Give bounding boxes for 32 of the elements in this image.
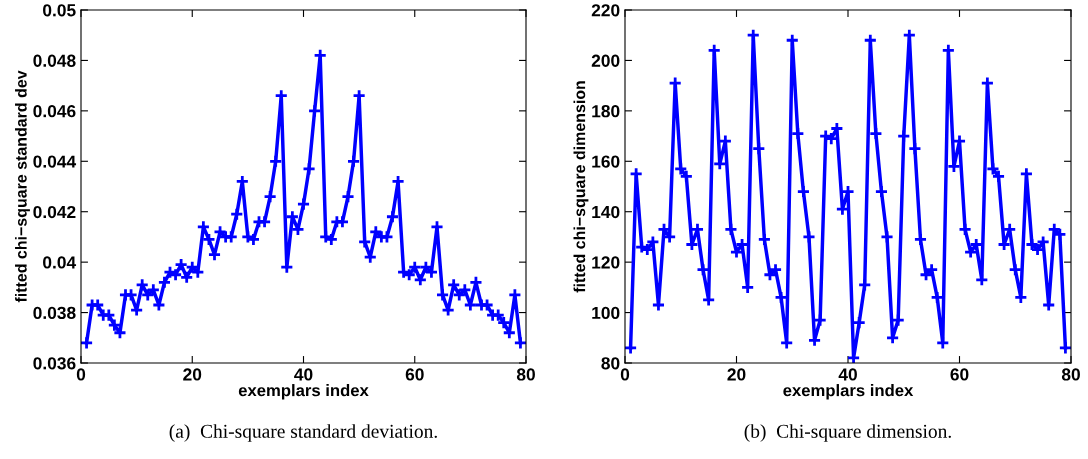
y-tick-label: 220 xyxy=(591,4,620,17)
y-tick-label: 0.044 xyxy=(33,155,77,168)
x-axis-title: exemplars index xyxy=(783,384,914,400)
x-tick-label: 20 xyxy=(727,368,746,381)
y-tick-label: 160 xyxy=(592,155,620,168)
x-tick-label: 0 xyxy=(620,368,630,381)
y-tick-label: 0.038 xyxy=(33,306,76,320)
y-tick-label: 80 xyxy=(601,357,620,370)
x-tick-label: 80 xyxy=(516,368,535,381)
y-tick-label: 140 xyxy=(592,205,620,219)
y-tick-label: 120 xyxy=(592,256,620,269)
x-tick-label: 20 xyxy=(183,368,202,381)
y-tick-label: 180 xyxy=(592,105,620,118)
y-tick-label: 0.05 xyxy=(43,4,76,17)
y-tick-label: 0.048 xyxy=(33,54,76,67)
y-tick-label: 0.036 xyxy=(33,357,76,370)
x-tick-label: 60 xyxy=(950,368,969,381)
y-tick-label: 100 xyxy=(592,306,620,320)
x-tick-label: 60 xyxy=(405,368,424,381)
x-tick-label: 80 xyxy=(1061,368,1080,381)
x-tick-label: 0 xyxy=(76,368,86,381)
y-tick-label: 200 xyxy=(591,54,620,67)
x-tick-label: 40 xyxy=(294,368,313,381)
y-tick-label: 0.04 xyxy=(43,256,77,269)
y-axis-title: fitted chi−square standard dev xyxy=(15,70,30,303)
y-tick-label: 0.042 xyxy=(33,205,76,219)
text: (b) Chi-square dimension. xyxy=(744,424,951,442)
x-tick-label: 40 xyxy=(838,368,857,381)
text: (a) Chi-square standard deviation. xyxy=(169,424,437,442)
x-axis-title: exemplars index xyxy=(238,384,369,400)
y-tick-label: 0.046 xyxy=(33,105,76,118)
y-axis-title: fitted chi−square dimension xyxy=(573,81,589,293)
